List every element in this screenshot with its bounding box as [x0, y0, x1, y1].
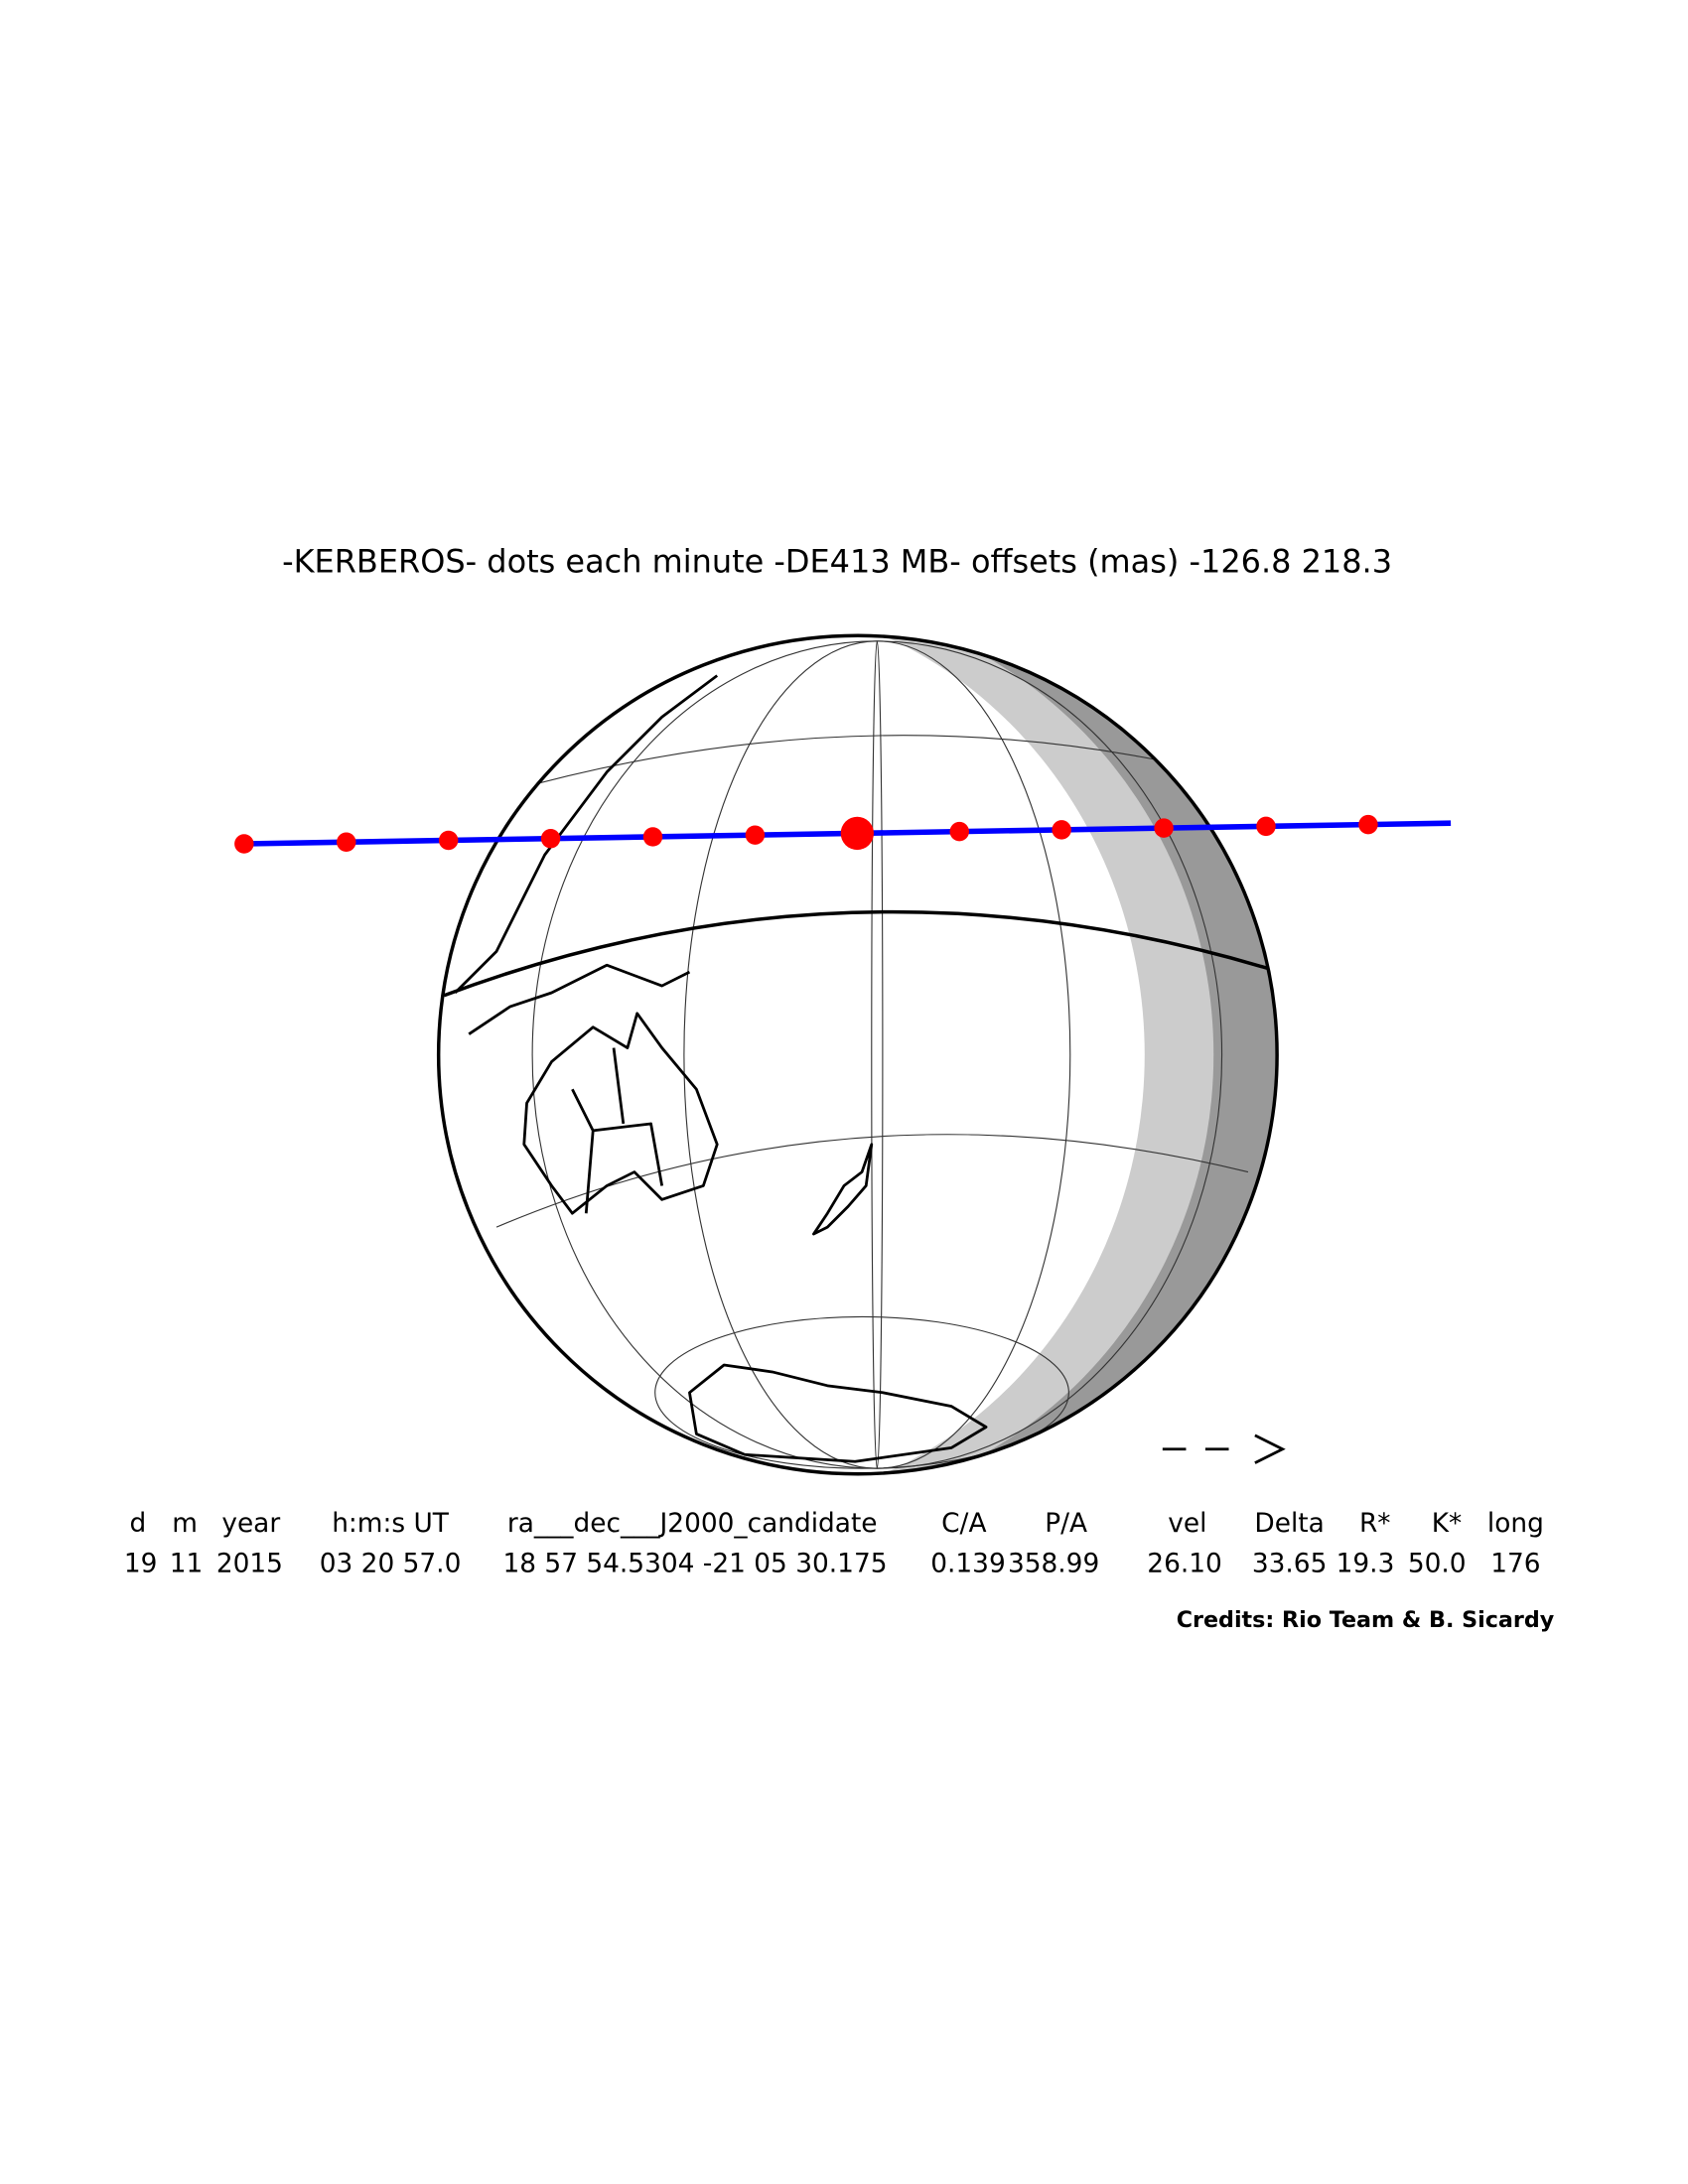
minute-dot [840, 816, 874, 851]
table-cell: 26.10 [1147, 1549, 1222, 1578]
minute-dot [1052, 820, 1071, 840]
table-header: m [172, 1509, 198, 1539]
table-cell: 18 57 54.5304 -21 05 30.175 [502, 1549, 887, 1578]
table-header: vel [1168, 1509, 1206, 1539]
minute-dots [234, 814, 1378, 854]
equator [443, 909, 1278, 998]
minute-dot [540, 828, 561, 849]
minute-dot [337, 832, 356, 852]
table-header: K* [1432, 1509, 1462, 1539]
table-header: long [1487, 1509, 1544, 1539]
table-cell: 11 [170, 1549, 204, 1578]
minute-dot [949, 821, 969, 842]
globe [438, 635, 1278, 1474]
state-borders [571, 1047, 664, 1214]
table-cell: 0.139 [930, 1549, 1006, 1578]
minute-dot [1358, 814, 1378, 835]
table-header: year [221, 1509, 280, 1539]
minute-dot [642, 827, 663, 847]
antarctica [688, 1363, 988, 1463]
table-header: ra___dec___J2000_candidate [507, 1509, 878, 1539]
globe-outline [436, 633, 1279, 1476]
table-cell: 33.65 [1252, 1549, 1328, 1578]
direction-arrow [1162, 1433, 1286, 1464]
minute-dot [1256, 816, 1276, 837]
credits: Credits: Rio Team & B. Sicardy [1177, 1607, 1555, 1633]
table-header: P/A [1045, 1509, 1087, 1539]
minute-dot [234, 834, 254, 854]
table-cell: 50.0 [1408, 1549, 1467, 1578]
table-cell: 176 [1490, 1549, 1540, 1578]
data-table: d m year h:m:s UT ra___dec___J2000_candidate… [124, 1509, 1544, 1578]
parallel [502, 735, 1214, 794]
day-side [438, 635, 1145, 1474]
new-zealand [812, 1143, 874, 1236]
table-header: h:m:s UT [332, 1509, 450, 1539]
minute-dot [745, 825, 766, 845]
table-header: C/A [941, 1509, 986, 1539]
minute-dot [1154, 818, 1174, 838]
table-cell: 19.3 [1336, 1549, 1395, 1578]
table-cell: 2015 [216, 1549, 283, 1578]
minute-dot [438, 830, 459, 851]
table-header: d [130, 1509, 147, 1539]
parallel [495, 1134, 1249, 1228]
table-cell: 358.99 [1008, 1549, 1099, 1578]
table-header: R* [1359, 1509, 1391, 1539]
map-title: -KERBEROS- dots each minute -DE413 MB- o… [282, 542, 1392, 580]
table-header: Delta [1254, 1509, 1324, 1539]
australia [522, 1012, 719, 1215]
parallel [654, 1315, 1069, 1469]
table-cell: 03 20 57.0 [320, 1549, 462, 1578]
table-cell: 19 [124, 1549, 158, 1578]
